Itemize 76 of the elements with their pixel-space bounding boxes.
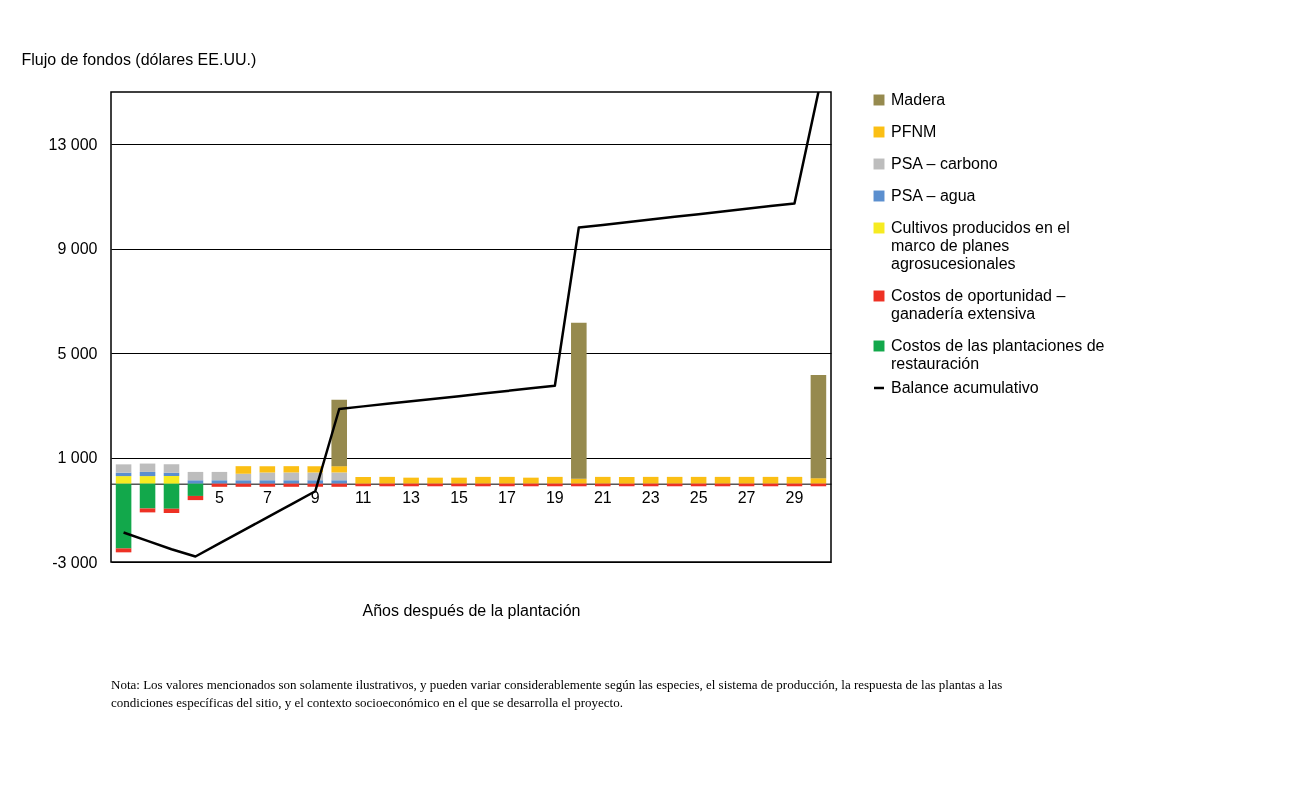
bar — [115, 548, 132, 553]
bar — [163, 483, 180, 509]
y-tick-label: -3 000 — [52, 553, 98, 571]
bar — [523, 477, 539, 484]
bar — [786, 476, 803, 484]
x-tick-label: 5 — [214, 489, 224, 507]
bar — [235, 466, 252, 474]
bar — [259, 472, 276, 481]
bar — [714, 476, 731, 484]
bar — [451, 477, 467, 484]
legend-label: Costos de oportunidad – ganadería extensiva — [891, 287, 1066, 322]
legend-label: Costos de las plantaciones de restauración — [891, 337, 1105, 372]
y-tick-label: 9 000 — [57, 240, 98, 258]
bar — [547, 476, 563, 484]
x-tick-label: 11 — [354, 489, 372, 507]
bar — [163, 508, 180, 513]
bar — [163, 476, 180, 484]
bar — [139, 508, 156, 513]
y-tick-label: 13 000 — [48, 135, 98, 153]
bar — [690, 476, 707, 484]
x-tick-label: 7 — [262, 489, 272, 507]
x-tick-label: 13 — [402, 489, 421, 507]
bar — [403, 477, 419, 484]
x-tick-label: 27 — [737, 489, 756, 507]
legend-label: PSA – agua — [891, 187, 976, 204]
bar — [115, 483, 132, 549]
bar — [139, 476, 156, 484]
bar — [810, 478, 827, 484]
bar — [355, 476, 371, 484]
bar — [211, 471, 228, 481]
x-tick-label: 29 — [785, 489, 804, 507]
bar — [379, 476, 395, 484]
bar — [810, 375, 827, 479]
y-axis-title: Flujo de fondos (dólares EE.UU.) — [21, 50, 257, 68]
bar — [475, 476, 491, 484]
y-tick-label: 1 000 — [57, 449, 98, 467]
bar — [571, 322, 587, 479]
bar — [187, 483, 204, 496]
bar — [738, 476, 755, 484]
legend-label: Balance acumulativo — [891, 379, 1039, 396]
legend-label: PSA – carbono — [891, 155, 998, 172]
bar — [139, 471, 156, 477]
bar — [331, 399, 348, 467]
bar — [163, 464, 180, 473]
bar — [666, 476, 683, 484]
bar — [642, 476, 659, 484]
bar — [594, 476, 611, 484]
bar — [139, 463, 156, 472]
bar — [283, 466, 300, 473]
x-tick-label: 25 — [689, 489, 708, 507]
text: Nota: Los valores mencionados son solamente ilustrativos, y pueden variar considerablemente según las especies, el sistema de producción, la respuesta de las plantas a las condiciones específicas del sitio, y el contexto socioeconómico en el que se desarrolla el proyecto. — [111, 677, 1003, 710]
y-tick-label: 5 000 — [57, 344, 98, 362]
legend-label: Cultivos producidos en el marco de planes agrosucesionales — [891, 219, 1070, 272]
legend-label: Madera — [891, 91, 946, 108]
bar — [187, 495, 204, 501]
bar — [618, 476, 635, 484]
bar — [499, 476, 515, 484]
bar — [762, 476, 779, 484]
x-tick-label: 21 — [593, 489, 612, 507]
legend-label: PFNM — [891, 123, 937, 140]
bar — [115, 476, 132, 484]
bar — [115, 464, 132, 473]
bar — [283, 472, 300, 481]
bar — [331, 466, 348, 473]
x-axis-title: Años después de la plantación — [362, 601, 581, 619]
x-tick-label: 15 — [450, 489, 469, 507]
bar — [331, 472, 348, 481]
bar — [259, 466, 276, 473]
x-tick-label: 19 — [545, 489, 564, 507]
bar — [571, 478, 587, 484]
x-tick-label: 23 — [641, 489, 660, 507]
bar — [139, 483, 156, 509]
bar — [187, 480, 204, 484]
bar — [187, 471, 204, 481]
x-tick-label: 17 — [498, 489, 516, 507]
bar — [427, 477, 443, 484]
